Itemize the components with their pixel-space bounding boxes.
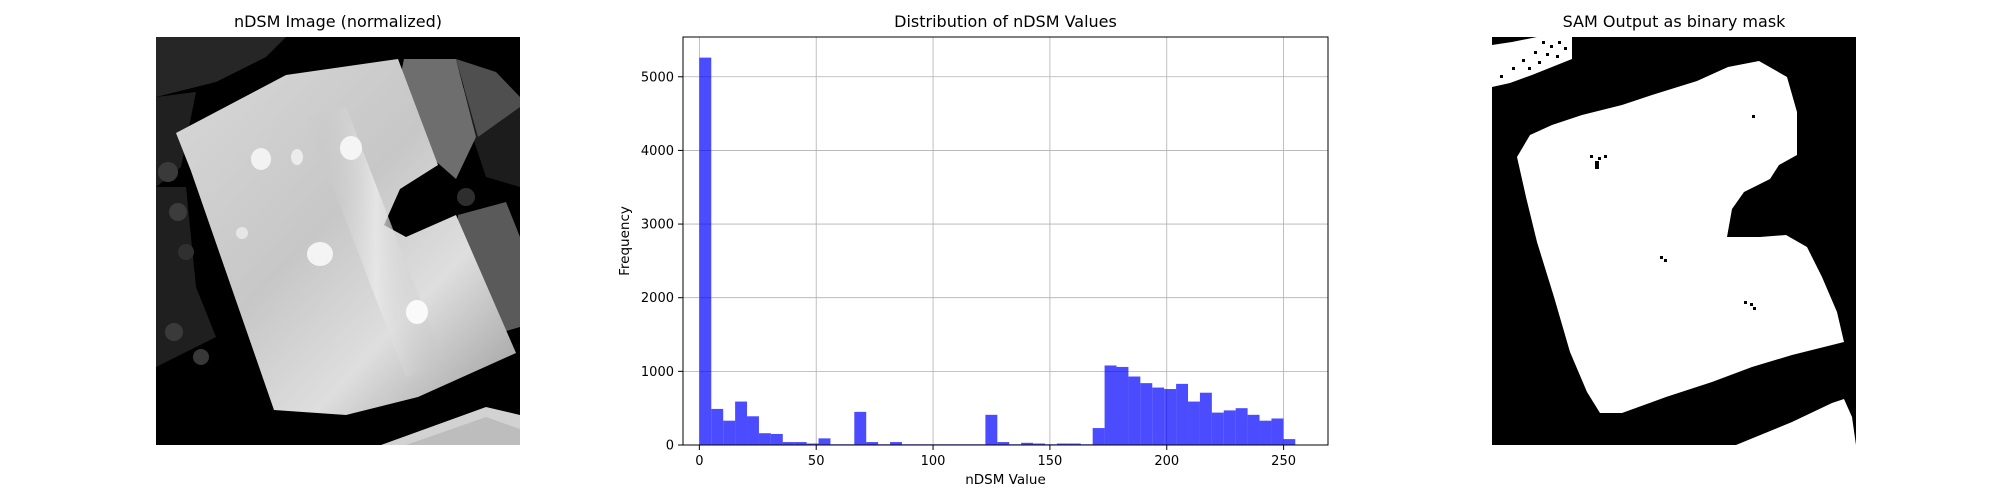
histogram-bar (711, 408, 724, 445)
histogram-bar (1259, 420, 1272, 445)
histogram-bar (747, 416, 759, 445)
histogram-bar (818, 438, 831, 445)
ndsm-image-graphic (156, 37, 520, 445)
x-tick-label: 250 (1271, 454, 1296, 469)
histogram-bar (1211, 412, 1224, 445)
histogram-bar (1128, 376, 1141, 445)
plot-frame (682, 36, 1329, 446)
histogram-bar (890, 442, 902, 445)
y-axis-label: Frequency (617, 206, 633, 276)
histogram-bar (782, 442, 795, 445)
ndsm-image-title: nDSM Image (normalized) (233, 12, 443, 31)
histogram-bar (758, 433, 771, 445)
y-tick-label: 1000 (641, 365, 674, 380)
histogram-bar (1235, 408, 1248, 445)
histogram-bar (1116, 366, 1129, 445)
ndsm-image (156, 37, 520, 445)
y-tick-label: 3000 (641, 218, 674, 233)
histogram-bar (1164, 389, 1177, 445)
histogram-bar (1176, 383, 1189, 445)
histogram-bar (1092, 428, 1105, 445)
sam-mask-title: SAM Output as binary mask (1562, 12, 1786, 31)
histogram-bar (1068, 443, 1081, 445)
histogram-bar (735, 401, 748, 445)
histogram-bar (806, 443, 819, 445)
histogram-bars (699, 57, 1296, 445)
y-tick-label: 0 (666, 439, 674, 454)
histogram-title: Distribution of nDSM Values (894, 12, 1117, 31)
histogram-bar (1247, 414, 1260, 445)
sam-mask-graphic (1492, 37, 1856, 445)
histogram-bar (985, 414, 998, 445)
x-tick-label: 50 (808, 454, 825, 469)
y-tick-label: 4000 (641, 144, 674, 159)
histogram-bar (699, 57, 712, 445)
histogram-bar (770, 433, 783, 445)
x-tick-label: 0 (695, 454, 703, 469)
histogram-bar (1056, 443, 1069, 445)
histogram-grid (683, 37, 1328, 446)
histogram-bar (1021, 442, 1034, 445)
x-axis-label: nDSM Value (965, 472, 1046, 488)
axis-ticks: 0 50 100 150 200 250 0 1000 2000 3000 4000 5000 (641, 70, 1296, 469)
histogram-bar (854, 411, 867, 445)
histogram-bar (1188, 401, 1200, 445)
y-tick-label: 5000 (641, 70, 674, 85)
x-tick-label: 150 (1037, 454, 1062, 469)
x-tick-label: 100 (921, 454, 946, 469)
histogram-bar (866, 442, 879, 445)
y-tick-label: 2000 (641, 291, 674, 306)
histogram-bar (1283, 439, 1296, 445)
histogram-bar (1104, 365, 1117, 445)
sam-binary-mask (1492, 37, 1856, 445)
histogram-bar (1033, 443, 1045, 445)
histogram-bar (1199, 392, 1212, 445)
histogram-bar (1152, 387, 1165, 445)
x-tick-label: 200 (1154, 454, 1179, 469)
histogram-bar (723, 420, 736, 445)
histogram-bar (1223, 410, 1236, 445)
histogram-bar (1140, 383, 1153, 445)
histogram-bar (1271, 418, 1284, 445)
histogram-bar (997, 442, 1010, 445)
histogram-bar (794, 442, 807, 445)
